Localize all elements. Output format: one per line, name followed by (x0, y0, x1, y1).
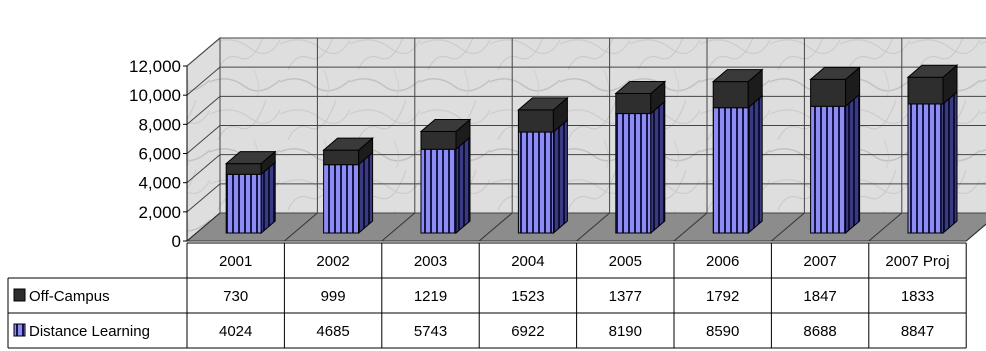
distance-learning-bar-side (845, 93, 861, 235)
side-gridline (186, 154, 221, 184)
y-tick-label: 4,000 (138, 174, 181, 193)
off-campus-bar-top (322, 137, 374, 151)
x-category-label: 2003 (414, 253, 447, 270)
distance-learning-bar-side (650, 100, 666, 235)
distance-learning-value: 8590 (706, 323, 739, 340)
y-tick-label: 8,000 (138, 115, 181, 134)
stacked-bar (517, 96, 569, 235)
distance-learning-bar (615, 113, 652, 234)
floor-divider (478, 212, 513, 242)
floor-divider (868, 212, 903, 242)
y-tick-label: 12,000 (129, 57, 181, 76)
y-tick-label: 6,000 (138, 145, 181, 164)
distance-learning-value: 8190 (609, 323, 642, 340)
distance-learning-value: 4024 (219, 323, 252, 340)
distance-learning-bar (323, 164, 360, 234)
distance-learning-bar-side (455, 136, 471, 235)
distance-learning-bar-side (358, 151, 374, 235)
distance-learning-bar (225, 173, 262, 234)
x-category-label: 2007 (803, 253, 836, 270)
distance-learning-bar (420, 148, 457, 234)
y-tick-label: 2,000 (138, 203, 181, 222)
off-campus-legend-key (13, 288, 26, 302)
off-campus-value: 1847 (803, 288, 836, 305)
distance-learning-bar (810, 105, 847, 234)
x-category-label: 2007 Proj (885, 253, 949, 270)
off-campus-value: 1792 (706, 288, 739, 305)
distance-learning-bar (517, 131, 554, 234)
x-category-label: 2004 (511, 253, 544, 270)
y-tick-label: 10,000 (129, 86, 181, 105)
distance-learning-legend-key (13, 323, 26, 337)
side-gridline (186, 37, 221, 67)
off-campus-bar-top (711, 69, 764, 83)
floor (185, 212, 986, 242)
floor-divider (673, 212, 708, 242)
distance-learning-value: 4685 (316, 323, 349, 340)
off-campus-value: 1219 (414, 288, 447, 305)
gridlines (186, 37, 986, 242)
off-campus-bar-top (906, 64, 959, 78)
floor-divider (576, 212, 610, 242)
off-campus-value: 1833 (901, 288, 934, 305)
off-campus-bar (712, 81, 749, 109)
side-gridline (186, 66, 221, 96)
x-category-label: 2001 (219, 253, 252, 270)
off-campus-bar (907, 76, 944, 105)
off-campus-bar (225, 163, 262, 175)
stacked-bar (322, 137, 374, 235)
distance-learning-bar (712, 107, 749, 234)
side-gridline (186, 95, 221, 125)
stacked-bar (906, 64, 959, 235)
off-campus-value: 1377 (609, 288, 642, 305)
stacked-bar (809, 66, 861, 235)
y-tick-label: 0 (172, 232, 181, 251)
y-axis: 12,000 10,000 8,000 6,000 4,000 2,000 0 (129, 57, 188, 251)
distance-learning-value: 5743 (414, 323, 447, 340)
x-category-label: 2006 (706, 253, 739, 270)
chart-walls (185, 36, 986, 243)
off-campus-bar-top (419, 118, 472, 132)
off-campus-bar-top (517, 97, 569, 111)
distance-learning-value: 8847 (901, 323, 934, 340)
x-category-label: 2005 (609, 253, 642, 270)
off-campus-bar-top (809, 66, 861, 80)
distance-learning-bar (907, 103, 944, 234)
off-campus-bar (615, 92, 652, 115)
floor-divider (381, 212, 416, 242)
off-campus-value: 730 (223, 288, 248, 305)
off-campus-bar (323, 149, 360, 166)
stacked-bar (711, 68, 764, 235)
floor-divider (771, 212, 805, 242)
off-campus-bar (420, 130, 457, 150)
distance-learning-legend-label: Distance Learning (29, 323, 150, 340)
stacked-bar (419, 118, 472, 235)
distance-learning-bar-side (552, 118, 568, 235)
distance-learning-bar-side (942, 90, 958, 235)
bars-group (224, 64, 959, 235)
floor-divider (965, 223, 986, 242)
side-gridline (186, 125, 221, 154)
floor-divider (186, 212, 221, 242)
off-campus-bar (517, 109, 554, 133)
off-campus-value: 999 (321, 288, 346, 305)
off-campus-bar (810, 78, 847, 107)
off-campus-bar-top (224, 151, 277, 165)
off-campus-legend-label: Off-Campus (29, 288, 110, 305)
distance-learning-value: 6922 (511, 323, 544, 340)
off-campus-value: 1523 (511, 288, 544, 305)
side-gridline (186, 183, 221, 213)
distance-learning-value: 8688 (803, 323, 836, 340)
off-campus-bar-top (614, 80, 667, 94)
stacked-bar (614, 80, 667, 235)
stacked-bar (224, 150, 277, 235)
x-category-label: 2002 (316, 253, 349, 270)
distance-learning-bar-side (747, 94, 763, 235)
data-table: 2001 2002 2003 2004 2005 2006 2007 2007 Proj Off… (7, 242, 967, 349)
floor-divider (284, 212, 318, 242)
